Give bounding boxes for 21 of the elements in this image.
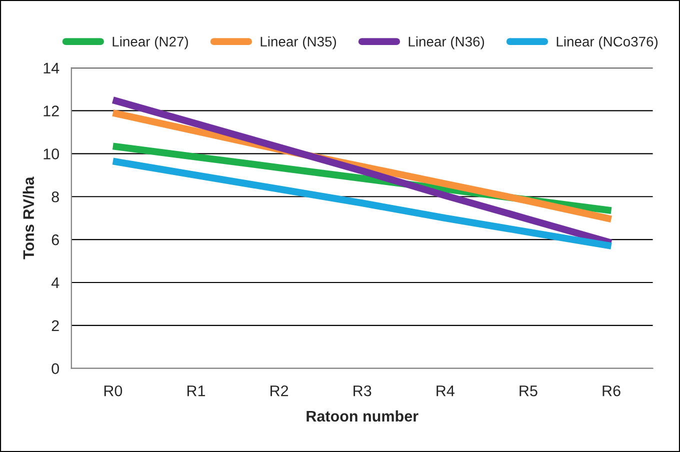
x-axis-title: Ratoon number (306, 410, 418, 422)
x-tick-label: R1 (187, 386, 206, 396)
x-tick-label: R3 (354, 385, 372, 396)
x-tick-label: R6 (602, 385, 620, 396)
y-tick-label: 10 (44, 148, 59, 160)
legend-label: Linear (N35) (260, 36, 336, 50)
y-tick-label: 12 (44, 106, 59, 116)
x-tick-label: R4 (436, 386, 454, 396)
y-tick-label: 14 (44, 62, 60, 74)
legend-label: Linear (NCo376) (556, 36, 658, 50)
y-tick-label: 8 (52, 191, 59, 202)
legend-label: Linear (N27) (112, 36, 188, 50)
y-tick-label: 4 (51, 278, 60, 288)
x-tick-label: R5 (520, 386, 538, 396)
y-tick-label: 6 (52, 234, 59, 246)
x-tick-label: R2 (270, 385, 288, 396)
x-tick-label: R0 (104, 385, 122, 396)
y-tick-label: 2 (52, 320, 59, 331)
y-axis-title: Tons RV/ha (22, 176, 34, 260)
legend-label: Linear (N36) (408, 36, 484, 50)
y-tick-label: 0 (52, 363, 59, 374)
